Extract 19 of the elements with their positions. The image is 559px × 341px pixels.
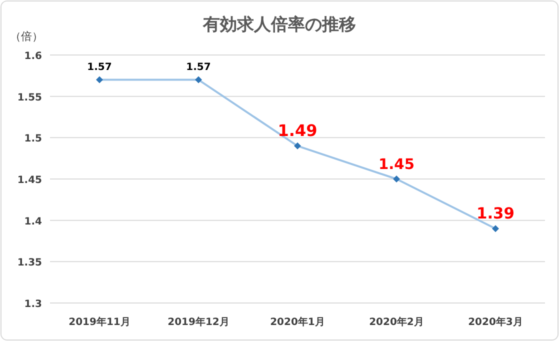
data-label: 1.39 [476,204,514,223]
data-label: 1.49 [278,120,318,140]
data-label: 1.57 [186,62,211,73]
x-tick-label: 2019年12月 [168,316,230,328]
y-tick-label: 1.35 [17,258,42,269]
data-label: 1.57 [87,62,112,73]
x-tick-label: 2020年2月 [369,316,424,328]
y-tick-label: 1.5 [24,134,42,145]
y-axis-title: （倍） [10,30,43,43]
y-tick-label: 1.4 [24,216,42,228]
data-label: 1.45 [378,156,415,173]
x-tick-label: 2020年3月 [468,316,523,328]
y-tick-label: 1.3 [24,299,42,310]
chart-title: 有効求人倍率の推移 [202,15,356,35]
x-tick-label: 2019年11月 [68,316,130,328]
y-tick-label: 1.45 [17,175,42,186]
y-tick-label: 1.6 [24,51,42,62]
x-tick-label: 2020年1月 [270,316,325,328]
y-tick-label: 1.55 [17,92,42,104]
